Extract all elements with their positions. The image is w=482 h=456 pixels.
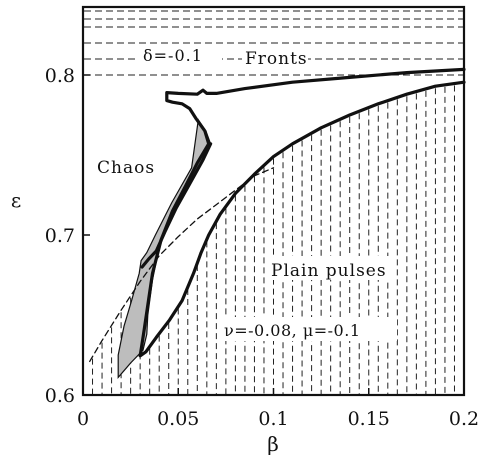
dashed-curve-line	[89, 167, 275, 363]
y-tick-label: 0.7	[45, 225, 75, 247]
fronts-annotation: Fronts	[245, 49, 308, 69]
plain-pulses-label-bg	[268, 256, 394, 280]
fronts-label-bg	[137, 45, 222, 65]
fronts-label-bg-2	[242, 47, 308, 67]
y-tick-label: 0.6	[45, 385, 75, 407]
x-tick-label: 0	[77, 408, 89, 430]
params-label-bg	[222, 317, 397, 341]
y-axis-label: ε	[11, 188, 21, 212]
plain-pulses-annotation: Plain pulses	[271, 261, 387, 281]
x-tick-label: 0.05	[157, 408, 199, 430]
tick-layer: 0 0.05 0.1 0.15 0.2 0.6 0.7 0.8	[45, 65, 479, 430]
x-tick-label: 0.15	[348, 408, 390, 430]
chaos-annotation: Chaos	[97, 158, 155, 178]
delta-annotation: δ=-0.1	[143, 46, 203, 65]
chaos-left-edge-line	[140, 142, 213, 269]
params-annotation: ν=-0.08, μ=-0.1	[224, 321, 361, 340]
x-tick-label: 0.2	[449, 408, 479, 430]
chaos-boundary-line	[138, 67, 466, 358]
series-layer	[89, 67, 466, 363]
x-axis-label: β	[267, 432, 279, 456]
y-tick-label: 0.8	[45, 65, 75, 87]
x-tick-label: 0.1	[258, 408, 288, 430]
